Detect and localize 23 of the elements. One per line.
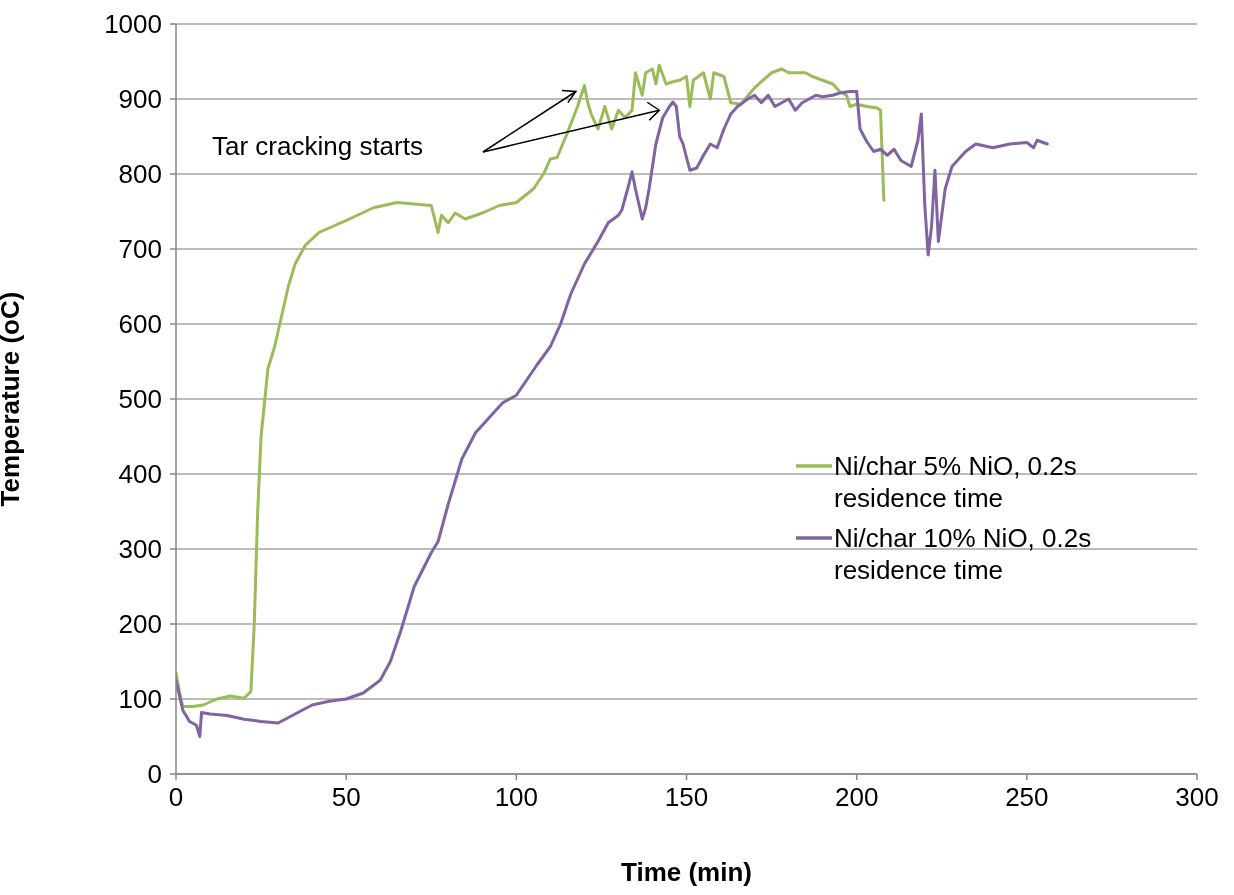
x-tick-label: 300	[1175, 782, 1219, 813]
y-axis-title: Temperature (oC)	[0, 291, 26, 507]
y-tick-label: 200	[118, 609, 162, 640]
x-tick-label: 200	[834, 782, 879, 813]
legend-label: Ni/char 5% NiO, 0.2s residence time	[834, 450, 1078, 514]
x-tick-label: 50	[331, 782, 361, 813]
x-tick-label: 150	[664, 782, 709, 813]
y-tick-label: 600	[118, 309, 162, 340]
y-tick-label: 1000	[104, 9, 162, 40]
x-tick-label: 0	[168, 782, 184, 813]
y-tick-label: 0	[147, 759, 162, 790]
y-tick-label: 300	[118, 534, 162, 565]
x-tick-label: 250	[1005, 782, 1049, 813]
y-tick-label: 500	[118, 384, 162, 415]
y-tick-label: 700	[118, 234, 162, 265]
annotation: Tar cracking starts	[212, 131, 423, 162]
x-axis-title: Time (min)	[621, 857, 752, 887]
y-tick-label: 900	[118, 84, 162, 115]
x-tick-label: 100	[494, 782, 539, 813]
legend-label: Ni/char 10% NiO, 0.2s residence time	[834, 522, 1093, 586]
y-tick-label: 100	[118, 684, 162, 715]
y-tick-label: 800	[118, 159, 162, 190]
y-tick-label: 400	[118, 459, 162, 490]
